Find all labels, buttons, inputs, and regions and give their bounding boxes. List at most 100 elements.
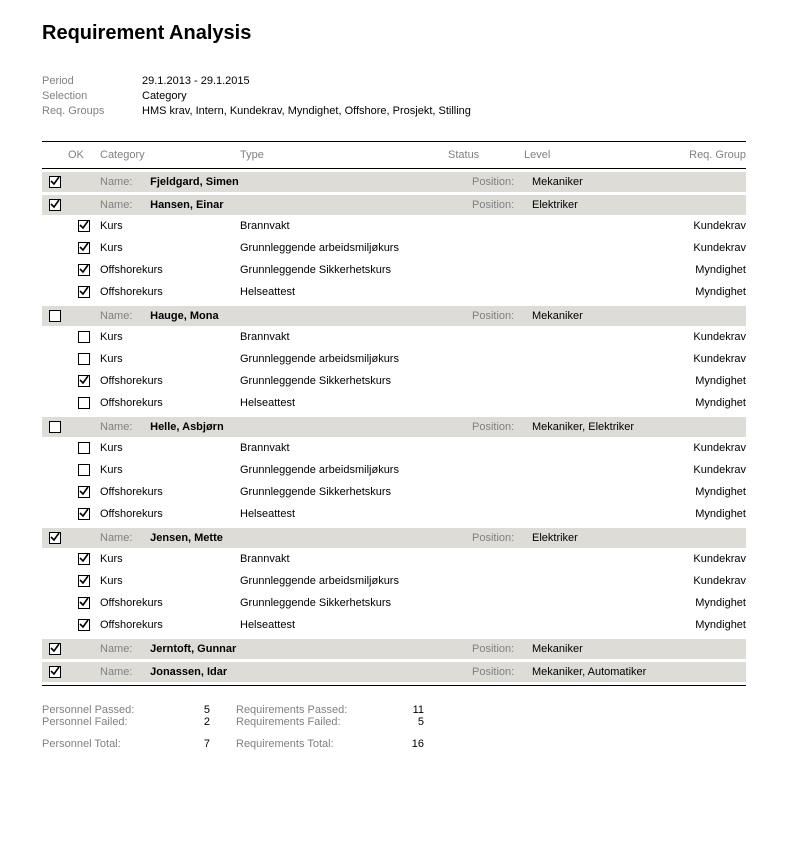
requirement-ok-checkbox[interactable] <box>78 242 90 254</box>
name-label: Name: <box>100 421 144 433</box>
person-position: Mekaniker, Automatiker <box>532 666 746 678</box>
rule-under-header <box>42 168 746 169</box>
requirement-ok-checkbox[interactable] <box>78 375 90 387</box>
row-req-group: Myndighet <box>608 508 746 520</box>
row-type: Grunnleggende Sikkerhetskurs <box>240 486 448 498</box>
position-label: Position: <box>472 310 532 322</box>
req-total-value: 16 <box>396 738 424 750</box>
row-category: Kurs <box>100 442 240 454</box>
row-type: Grunnleggende Sikkerhetskurs <box>240 597 448 609</box>
row-req-group: Myndighet <box>608 264 746 276</box>
row-category: Offshorekurs <box>100 375 240 387</box>
requirement-row: KursBrannvaktKundekrav <box>42 437 746 459</box>
person-name: Hansen, Einar <box>150 199 223 211</box>
requirement-ok-checkbox[interactable] <box>78 220 90 232</box>
person-ok-checkbox[interactable] <box>49 176 61 188</box>
person-position: Elektriker <box>532 199 746 211</box>
position-label: Position: <box>472 176 532 188</box>
row-req-group: Kundekrav <box>608 442 746 454</box>
person-ok-checkbox[interactable] <box>49 643 61 655</box>
person-row: Name: Helle, AsbjørnPosition:Mekaniker, … <box>42 417 746 437</box>
requirement-ok-checkbox[interactable] <box>78 331 90 343</box>
row-req-group: Myndighet <box>608 619 746 631</box>
requirement-row: KursGrunnleggende arbeidsmiljøkursKundek… <box>42 237 746 259</box>
analysis-table: OK Category Type Status Level Req. Group… <box>42 141 746 686</box>
row-type: Grunnleggende arbeidsmiljøkurs <box>240 575 448 587</box>
requirement-ok-checkbox[interactable] <box>78 264 90 276</box>
person-ok-checkbox[interactable] <box>49 532 61 544</box>
meta-label: Selection <box>42 90 142 102</box>
requirement-row: OffshorekursGrunnleggende Sikkerhetskurs… <box>42 592 746 614</box>
name-label: Name: <box>100 199 144 211</box>
meta-value: HMS krav, Intern, Kundekrav, Myndighet, … <box>142 105 471 117</box>
row-req-group: Myndighet <box>608 486 746 498</box>
row-type: Brannvakt <box>240 220 448 232</box>
row-category: Offshorekurs <box>100 508 240 520</box>
col-status: Status <box>448 149 524 161</box>
requirement-ok-checkbox[interactable] <box>78 464 90 476</box>
requirement-ok-checkbox[interactable] <box>78 442 90 454</box>
requirement-ok-checkbox[interactable] <box>78 619 90 631</box>
requirement-row: KursBrannvaktKundekrav <box>42 326 746 348</box>
meta-label: Req. Groups <box>42 105 142 117</box>
row-category: Kurs <box>100 575 240 587</box>
row-req-group: Myndighet <box>608 286 746 298</box>
req-passed-value: 11 <box>396 704 424 716</box>
person-position: Elektriker <box>532 532 746 544</box>
position-label: Position: <box>472 199 532 211</box>
row-type: Helseattest <box>240 508 448 520</box>
row-category: Kurs <box>100 553 240 565</box>
row-category: Offshorekurs <box>100 286 240 298</box>
requirement-ok-checkbox[interactable] <box>78 575 90 587</box>
row-type: Grunnleggende Sikkerhetskurs <box>240 264 448 276</box>
row-req-group: Kundekrav <box>608 242 746 254</box>
name-label: Name: <box>100 643 144 655</box>
person-ok-checkbox[interactable] <box>49 310 61 322</box>
col-type: Type <box>240 149 448 161</box>
requirement-row: OffshorekursGrunnleggende Sikkerhetskurs… <box>42 259 746 281</box>
col-category: Category <box>100 149 240 161</box>
row-category: Offshorekurs <box>100 486 240 498</box>
requirement-ok-checkbox[interactable] <box>78 353 90 365</box>
requirement-ok-checkbox[interactable] <box>78 286 90 298</box>
name-label: Name: <box>100 310 144 322</box>
table-header: OK Category Type Status Level Req. Group <box>42 142 746 168</box>
person-name: Fjeldgard, Simen <box>150 176 239 188</box>
col-level: Level <box>524 149 608 161</box>
meta-label: Period <box>42 75 142 87</box>
requirement-row: KursBrannvaktKundekrav <box>42 548 746 570</box>
requirement-row: OffshorekursHelseattestMyndighet <box>42 281 746 303</box>
row-type: Helseattest <box>240 619 448 631</box>
meta-value: 29.1.2013 - 29.1.2015 <box>142 75 250 87</box>
requirement-ok-checkbox[interactable] <box>78 508 90 520</box>
row-req-group: Kundekrav <box>608 553 746 565</box>
rule-bottom <box>42 685 746 686</box>
person-position: Mekaniker, Elektriker <box>532 421 746 433</box>
row-req-group: Kundekrav <box>608 575 746 587</box>
req-failed-value: 5 <box>396 716 424 728</box>
name-label: Name: <box>100 666 144 678</box>
requirement-ok-checkbox[interactable] <box>78 553 90 565</box>
requirement-ok-checkbox[interactable] <box>78 397 90 409</box>
row-category: Kurs <box>100 220 240 232</box>
req-failed-label: Requirements Failed: <box>236 716 396 728</box>
req-total-label: Requirements Total: <box>236 738 396 750</box>
person-row: Name: Jerntoft, GunnarPosition:Mekaniker <box>42 639 746 659</box>
position-label: Position: <box>472 643 532 655</box>
person-row: Name: Jonassen, IdarPosition:Mekaniker, … <box>42 662 746 682</box>
page-title: Requirement Analysis <box>42 22 746 45</box>
person-ok-checkbox[interactable] <box>49 666 61 678</box>
row-category: Offshorekurs <box>100 619 240 631</box>
requirement-row: OffshorekursHelseattest Myndighet <box>42 503 746 525</box>
person-name: Hauge, Mona <box>150 310 218 322</box>
position-label: Position: <box>472 532 532 544</box>
row-category: Offshorekurs <box>100 597 240 609</box>
summary-block: Personnel Passed: 5 Requirements Passed:… <box>42 704 746 750</box>
requirement-ok-checkbox[interactable] <box>78 486 90 498</box>
requirement-ok-checkbox[interactable] <box>78 597 90 609</box>
row-type: Grunnleggende Sikkerhetskurs <box>240 375 448 387</box>
row-req-group: Kundekrav <box>608 464 746 476</box>
person-ok-checkbox[interactable] <box>49 421 61 433</box>
requirement-row: KursGrunnleggende arbeidsmiljøkursKundek… <box>42 459 746 481</box>
person-ok-checkbox[interactable] <box>49 199 61 211</box>
